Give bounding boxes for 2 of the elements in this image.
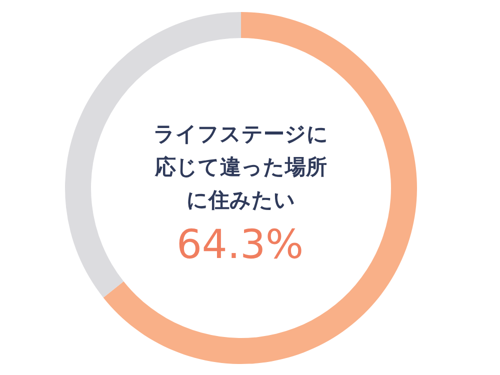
text: ライフステージに応じて違った場所に住みたい bbox=[152, 121, 330, 214]
data-label: 64.3% bbox=[175, 222, 305, 268]
